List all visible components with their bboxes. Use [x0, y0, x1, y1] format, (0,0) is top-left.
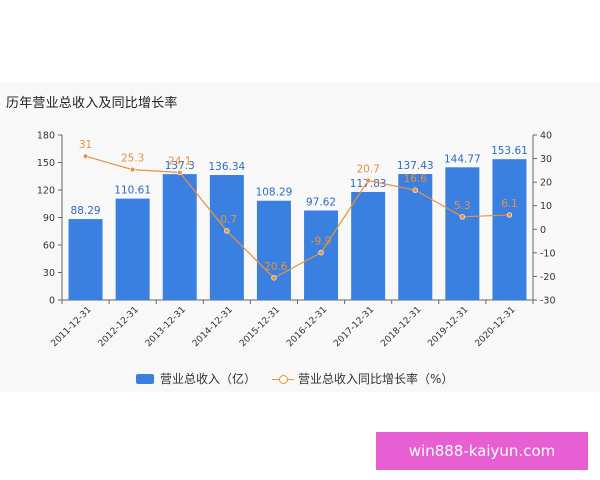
growth-point — [82, 153, 89, 159]
y-right-tick-label: -30 — [540, 296, 556, 307]
growth-value-label: 25.3 — [121, 153, 144, 165]
legend-bar-swatch — [136, 373, 154, 384]
bar — [398, 174, 433, 300]
y-left-tick-label: 90 — [43, 213, 55, 224]
growth-point — [318, 249, 324, 256]
bar — [492, 159, 527, 300]
growth-value-label: 20.7 — [356, 163, 379, 175]
bar-value-label: 144.77 — [444, 153, 481, 165]
watermark-banner: win888-kaiyun.com — [376, 432, 588, 470]
y-left-tick-label: 120 — [37, 186, 55, 197]
x-tick-label: 2011-12-31 — [50, 305, 94, 349]
bar — [351, 191, 386, 300]
growth-point — [506, 212, 513, 218]
growth-value-label: 24.1 — [168, 155, 191, 167]
bar-value-label: 117.83 — [350, 178, 387, 190]
growth-value-label: -9.9 — [311, 236, 332, 248]
growth-point — [177, 169, 183, 176]
y-right-tick-label: 10 — [540, 201, 552, 212]
y-right-tick-label: 30 — [540, 154, 552, 165]
bar — [256, 200, 291, 300]
y-right-tick-label: -10 — [540, 248, 556, 259]
x-tick-label: 2017-12-31 — [332, 305, 376, 349]
y-left-tick-label: 30 — [43, 268, 55, 279]
x-tick-label: 2015-12-31 — [238, 305, 282, 349]
legend-label-growth: 营业总收入同比增长率（%） — [298, 372, 454, 386]
y-right-tick-label: -20 — [540, 272, 556, 283]
legend-label-revenue: 营业总收入（亿） — [160, 372, 257, 386]
legend-item-revenue[interactable]: 营业总收入（亿） — [136, 370, 256, 387]
growth-line — [82, 153, 513, 281]
bar-value-label: 110.61 — [114, 185, 151, 197]
growth-point — [224, 228, 230, 234]
growth-value-label: -0.7 — [217, 214, 238, 226]
x-tick-label: 2014-12-31 — [191, 305, 235, 349]
growth-point — [129, 166, 136, 173]
growth-value-label: 31 — [79, 139, 92, 151]
bar-value-label: 108.29 — [256, 187, 293, 199]
x-tick-label: 2018-12-31 — [379, 305, 423, 349]
x-tick-label: 2012-12-31 — [97, 305, 141, 349]
bar-value-label: 153.61 — [491, 145, 528, 157]
legend: 营业总收入（亿） 营业总收入同比增长率（%） — [136, 370, 469, 387]
bar-value-label: 137.43 — [397, 160, 434, 172]
bar — [115, 198, 150, 300]
bar — [162, 174, 197, 300]
bar-value-label: 97.62 — [306, 197, 336, 209]
y-left-tick-label: 60 — [43, 241, 55, 252]
y-right-tick-label: 40 — [540, 131, 552, 142]
y-left-tick-label: 0 — [49, 296, 55, 307]
bar-labels: 88.29 110.61 137.3 136.34 108.29 97.62 117.83 1… — [71, 145, 528, 217]
growth-line-path — [85, 155, 510, 279]
x-tick-label: 2013-12-31 — [144, 305, 188, 349]
x-tick-label: 2016-12-31 — [285, 305, 329, 349]
bar — [68, 219, 103, 300]
bar — [209, 175, 244, 300]
growth-point — [412, 187, 418, 193]
chart-title: 历年营业总收入及同比增长率 — [6, 96, 178, 111]
y-right-tick-label: 20 — [540, 178, 552, 189]
bar — [445, 167, 480, 300]
legend-line-swatch — [272, 374, 295, 384]
bar-value-label: 137.3 — [165, 160, 195, 172]
y-left-tick-label: 150 — [37, 158, 55, 169]
bar-value-label: 88.29 — [71, 205, 101, 217]
growth-value-label: 6.1 — [501, 198, 518, 210]
x-tick-label: 2020-12-31 — [474, 305, 518, 349]
y-left-tick-label: 180 — [37, 131, 55, 142]
growth-labels: 31 25.3 24.1 -0.7 -20.6 -9.9 20.7 16.6 5.3 6.1 — [79, 139, 518, 273]
bar-value-label: 136.34 — [208, 161, 245, 173]
growth-value-label: -20.6 — [260, 261, 287, 273]
growth-point — [271, 275, 277, 281]
growth-point — [365, 177, 371, 184]
growth-point — [459, 214, 466, 220]
bars — [68, 159, 527, 300]
x-tick-label: 2019-12-31 — [426, 305, 470, 349]
y-right-tick-label: 0 — [540, 225, 546, 236]
growth-value-label: 5.3 — [454, 200, 471, 212]
growth-value-label: 16.6 — [404, 173, 428, 185]
legend-item-growth[interactable]: 营业总收入同比增长率（%） — [272, 370, 453, 387]
